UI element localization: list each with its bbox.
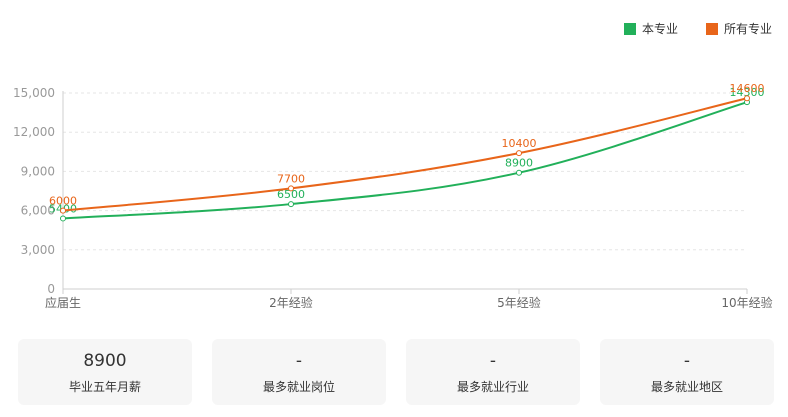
y-tick-label: 15,000	[13, 86, 55, 100]
stat-value-industry: -	[489, 350, 497, 371]
stat-card-salary: 8900 毕业五年月薪	[18, 339, 192, 405]
data-point-1	[60, 207, 66, 214]
data-point-0	[516, 169, 522, 176]
stat-label-industry: 最多就业行业	[456, 379, 529, 394]
data-label-1: 6000	[49, 195, 77, 208]
data-point-1	[744, 95, 750, 102]
stat-label-salary: 毕业五年月薪	[68, 379, 141, 394]
data-point-1	[288, 185, 294, 192]
data-label-1: 14600	[730, 82, 765, 95]
x-tick-label: 10年经验	[721, 295, 772, 310]
x-tick-label: 2年经验	[269, 295, 313, 310]
y-tick-label: 9,000	[21, 164, 55, 178]
legend-label-major: 本专业	[641, 22, 678, 36]
series-line-1	[62, 97, 748, 212]
stat-card-industry: - 最多就业行业	[406, 339, 580, 405]
stat-card-region: - 最多就业地区	[600, 339, 774, 405]
chart-legend: 本专业 所有专业	[623, 20, 772, 37]
x-tick-label: 应届生	[45, 295, 81, 310]
x-tick-label: 5年经验	[497, 295, 541, 310]
legend-label-all-majors: 所有专业	[723, 22, 772, 36]
stat-card-position: - 最多就业岗位	[212, 339, 386, 405]
legend-item-all-majors[interactable]: 所有专业	[705, 20, 772, 37]
data-point-0	[60, 215, 66, 222]
stat-label-position: 最多就业岗位	[262, 379, 335, 394]
legend-swatch-major	[623, 22, 636, 35]
stat-label-region: 最多就业地区	[650, 379, 723, 394]
data-label-0: 6500	[277, 188, 305, 201]
legend-swatch-all-majors	[705, 22, 718, 35]
data-point-1	[516, 150, 522, 157]
data-point-0	[288, 201, 294, 208]
y-tick-label: 0	[47, 282, 55, 296]
series-line-0	[62, 101, 748, 220]
salary-line-chart: 0 3,000 6,000 9,000 12,000 15,000 应届生 2年经验 5年经验 1…	[13, 82, 773, 310]
stat-value-position: -	[295, 350, 303, 371]
y-tick-label: 12,000	[13, 125, 55, 139]
data-label-1: 7700	[277, 172, 305, 185]
data-label-1: 10400	[502, 137, 537, 150]
legend-item-major[interactable]: 本专业	[623, 20, 678, 37]
y-tick-label: 6,000	[21, 204, 55, 218]
stat-value-salary: 8900	[83, 350, 127, 371]
stat-cards: 8900 毕业五年月薪 - 最多就业岗位 - 最多就业行业 - 最多就业地区	[18, 339, 778, 405]
y-tick-label: 3,000	[21, 243, 55, 257]
stat-value-region: -	[683, 350, 691, 371]
data-label-0: 8900	[505, 157, 533, 170]
data-label-0: 14300	[730, 86, 765, 99]
